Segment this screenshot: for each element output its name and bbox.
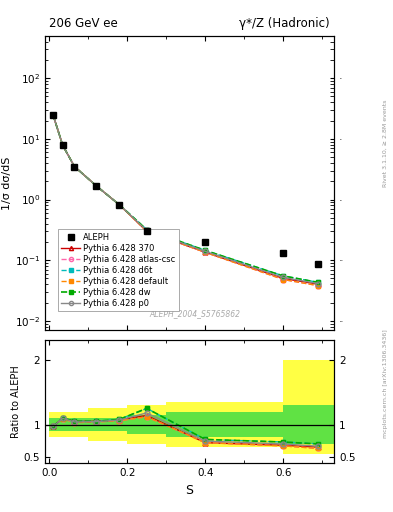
Text: Rivet 3.1.10, ≥ 2.8M events: Rivet 3.1.10, ≥ 2.8M events: [383, 100, 388, 187]
Text: 206 GeV ee: 206 GeV ee: [49, 17, 118, 30]
Text: γ*/Z (Hadronic): γ*/Z (Hadronic): [239, 17, 330, 30]
Text: ALEPH_2004_S5765862: ALEPH_2004_S5765862: [150, 309, 241, 318]
Legend: ALEPH, Pythia 6.428 370, Pythia 6.428 atlas-csc, Pythia 6.428 d6t, Pythia 6.428 : ALEPH, Pythia 6.428 370, Pythia 6.428 at…: [58, 229, 178, 311]
X-axis label: S: S: [185, 484, 194, 497]
Y-axis label: 1/σ dσ/dS: 1/σ dσ/dS: [2, 156, 12, 210]
Y-axis label: Ratio to ALEPH: Ratio to ALEPH: [11, 366, 21, 438]
Text: mcplots.cern.ch [arXiv:1306.3436]: mcplots.cern.ch [arXiv:1306.3436]: [383, 330, 388, 438]
